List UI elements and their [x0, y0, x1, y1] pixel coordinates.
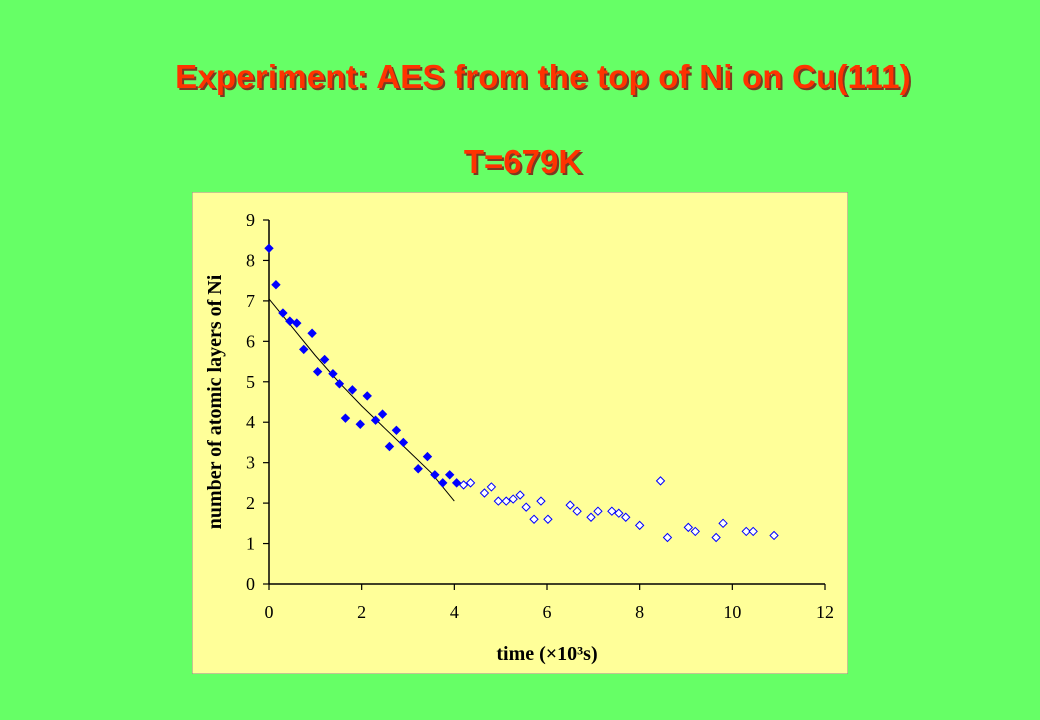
filled-data-point	[444, 470, 455, 480]
y-tick-label: 6	[246, 331, 255, 351]
x-tick-label: 2	[357, 602, 366, 622]
filled-data-point	[319, 354, 330, 365]
open-data-point	[529, 514, 539, 524]
x-tick-label: 4	[450, 602, 459, 622]
y-tick-label: 2	[246, 493, 255, 513]
open-data-point	[741, 526, 751, 537]
y-tick-label: 1	[246, 534, 255, 554]
open-data-point	[614, 508, 624, 518]
filled-data-point	[328, 368, 338, 379]
filled-data-point	[292, 318, 302, 328]
filled-data-point	[355, 419, 365, 429]
filled-data-point	[413, 464, 423, 474]
open-data-point	[565, 500, 575, 510]
filled-data-point	[340, 413, 351, 423]
chart-frame	[192, 192, 848, 674]
open-data-point	[586, 512, 596, 522]
filled-data-point	[285, 316, 295, 326]
chart: 0 1 2 3 4 5 6 7 8 9 0 2 4 6 8 10 12 time (×10³s) number …	[192, 192, 848, 674]
open-data-point	[690, 526, 700, 537]
filled-data-point	[391, 425, 402, 436]
open-data-point	[465, 478, 476, 488]
open-data-point	[458, 480, 469, 490]
x-axis-label: time (×10³s)	[496, 643, 597, 665]
open-data-point	[536, 496, 546, 506]
open-data-point	[515, 490, 525, 500]
page-title: Experiment: AES from the top of Ni on Cu…	[175, 58, 911, 95]
y-tick-label: 0	[246, 574, 255, 594]
x-tick-label: 0	[265, 602, 274, 622]
open-data-point	[634, 520, 645, 531]
open-data-point	[479, 488, 490, 498]
open-data-point	[593, 506, 603, 516]
open-data-point	[493, 496, 504, 506]
filled-data-point	[264, 243, 274, 254]
filled-data-point	[430, 470, 440, 480]
page-subtitle: T=679K	[463, 143, 583, 180]
filled-data-point	[362, 391, 372, 401]
filled-data-point	[438, 478, 448, 488]
filled-data-point	[451, 478, 462, 488]
fit-line-group	[268, 298, 455, 502]
filled-data-point	[271, 280, 281, 290]
y-tick-label: 7	[246, 291, 255, 311]
x-tick-label: 6	[543, 602, 552, 622]
filled-data-point	[377, 409, 388, 419]
open-data-point	[655, 476, 666, 486]
open-data-point	[521, 502, 531, 512]
x-tick-label: 10	[723, 602, 741, 622]
y-tick-label: 9	[246, 210, 255, 230]
filled-data-point	[398, 437, 409, 448]
open-data-point	[711, 532, 721, 543]
y-tick-label: 4	[246, 412, 255, 432]
open-data-point	[748, 526, 758, 537]
open-data-point	[543, 514, 553, 524]
open-data-point	[501, 496, 511, 506]
filled-data-point	[334, 379, 345, 389]
open-data-point	[718, 518, 728, 529]
filled-data-point	[347, 385, 358, 395]
x-tick-label: 8	[635, 602, 644, 622]
open-data-point	[508, 494, 518, 504]
open-data-point	[662, 532, 673, 543]
open-data-point	[486, 482, 497, 492]
open-data-point	[572, 506, 582, 516]
filled-data-point	[384, 441, 395, 452]
fit-line	[268, 298, 455, 502]
filled-data-point	[370, 415, 381, 425]
x-tick-label: 12	[816, 602, 834, 622]
filled-data-point	[299, 344, 309, 355]
open-data-point	[683, 522, 694, 533]
filled-data-point	[307, 328, 317, 338]
open-data-point	[607, 506, 617, 516]
y-axis-label: number of atomic layers of Ni	[204, 274, 226, 529]
y-tick-label: 3	[246, 453, 255, 473]
open-data-point	[621, 512, 631, 522]
data-points-group	[264, 243, 779, 543]
filled-data-point	[422, 451, 433, 462]
filled-data-point	[278, 308, 288, 318]
filled-data-point	[312, 366, 323, 377]
axes-group	[263, 219, 826, 590]
y-tick-label: 8	[246, 250, 255, 270]
open-data-point	[769, 530, 779, 541]
y-tick-label: 5	[246, 372, 255, 392]
